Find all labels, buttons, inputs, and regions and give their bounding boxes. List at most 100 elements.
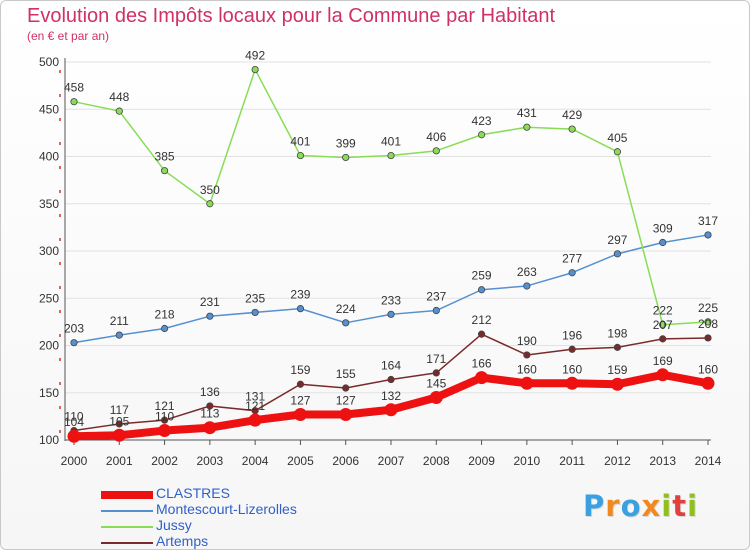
data-label: 231 — [200, 295, 220, 309]
data-label: 164 — [381, 359, 401, 373]
data-point — [704, 231, 712, 239]
data-point — [477, 131, 486, 139]
data-point — [296, 305, 305, 313]
data-label: 145 — [426, 376, 446, 390]
x-tick-label: 2003 — [197, 454, 224, 468]
legend-swatch — [101, 491, 153, 499]
data-point — [659, 321, 667, 329]
data-label: 406 — [426, 130, 446, 144]
data-label: 224 — [336, 302, 356, 316]
data-label: 222 — [653, 304, 673, 318]
data-label: 198 — [607, 326, 627, 340]
x-tick-label: 2012 — [604, 454, 631, 468]
x-tick-label: 2007 — [378, 454, 405, 468]
data-point — [251, 308, 259, 317]
data-label: 350 — [200, 183, 220, 197]
data-point — [610, 377, 624, 391]
data-label: 297 — [607, 233, 627, 247]
data-label: 160 — [562, 362, 582, 376]
chart-subtitle: (en € et par an) — [27, 29, 110, 43]
data-label: 385 — [155, 150, 175, 164]
data-label: 155 — [336, 367, 356, 381]
data-point — [206, 402, 214, 410]
data-label: 160 — [698, 362, 718, 376]
data-label: 132 — [381, 389, 401, 403]
data-point — [387, 375, 395, 384]
data-label: 448 — [109, 90, 129, 104]
data-point — [70, 98, 78, 106]
data-label: 104 — [64, 415, 84, 429]
x-tick-label: 2006 — [332, 454, 359, 468]
data-point — [475, 371, 489, 385]
y-tick-label: 350 — [39, 197, 59, 211]
data-label: 401 — [290, 135, 310, 149]
data-point — [568, 125, 576, 133]
x-tick-label: 2011 — [559, 454, 585, 468]
data-point — [523, 351, 531, 359]
series-line — [73, 68, 709, 326]
proxiti-logo: Proxiti — [583, 489, 699, 523]
data-label: 207 — [653, 318, 673, 332]
data-label: 121 — [245, 399, 265, 413]
data-label: 121 — [155, 399, 175, 413]
data-label: 263 — [517, 265, 537, 279]
data-label: 458 — [64, 81, 84, 95]
data-label: 218 — [155, 307, 175, 321]
data-label: 431 — [517, 106, 537, 120]
y-tick-label: 450 — [39, 102, 59, 116]
data-point — [342, 384, 350, 392]
data-point — [704, 334, 712, 342]
data-point — [112, 428, 126, 442]
data-label: 171 — [426, 352, 446, 366]
x-tick-label: 2014 — [695, 454, 722, 468]
data-point — [568, 345, 576, 353]
data-label: 110 — [64, 410, 83, 424]
x-tick-label: 2005 — [287, 454, 314, 468]
data-point — [115, 331, 123, 339]
legend-swatch — [101, 542, 153, 544]
data-point — [160, 167, 169, 175]
data-label: 136 — [200, 385, 220, 399]
x-tick-label: 2010 — [514, 454, 541, 468]
data-point — [115, 107, 123, 115]
data-label: 211 — [110, 314, 129, 328]
legend-swatch — [101, 510, 153, 512]
data-point — [342, 319, 350, 327]
data-label: 429 — [562, 108, 582, 122]
data-label: 196 — [562, 328, 582, 342]
data-point — [203, 421, 217, 435]
chart-title: Evolution des Impôts locaux pour la Comm… — [27, 5, 556, 27]
data-label: 225 — [698, 301, 718, 315]
data-point — [477, 286, 486, 294]
data-label: 259 — [472, 269, 492, 283]
data-label: 317 — [698, 214, 718, 228]
data-point — [293, 407, 307, 421]
legend-label: Jussy — [156, 517, 192, 533]
data-label: 169 — [653, 354, 673, 368]
data-point — [432, 306, 440, 315]
x-tick-label: 2004 — [242, 454, 269, 468]
data-point — [477, 330, 486, 338]
data-label: 423 — [472, 114, 492, 128]
data-label: 159 — [290, 363, 310, 377]
data-label: 399 — [336, 136, 356, 150]
data-label: 203 — [64, 322, 84, 336]
data-label: 309 — [653, 221, 673, 235]
x-tick-label: 2001 — [106, 454, 133, 468]
data-label: 233 — [381, 293, 401, 307]
data-point — [387, 310, 395, 318]
data-point — [339, 407, 353, 421]
data-point — [115, 420, 123, 428]
y-tick-label: 500 — [39, 55, 59, 69]
data-label: 113 — [200, 407, 219, 421]
data-label: 117 — [110, 403, 129, 417]
data-point — [387, 151, 395, 160]
data-label: 159 — [607, 363, 627, 377]
data-point — [565, 376, 579, 390]
data-point — [296, 151, 305, 160]
x-tick-label: 2000 — [61, 454, 88, 468]
data-point — [432, 369, 440, 377]
y-tick-label: 100 — [39, 433, 59, 447]
